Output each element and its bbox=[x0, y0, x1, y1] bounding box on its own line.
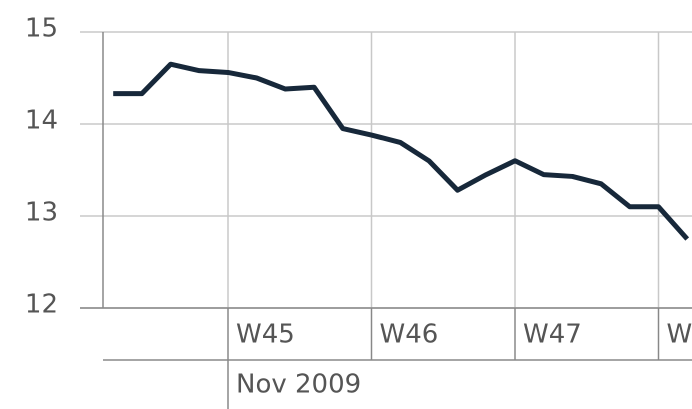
week-label: W46 bbox=[380, 320, 439, 350]
week-label: W48 bbox=[667, 320, 692, 350]
y-tick-label: 13 bbox=[25, 198, 58, 228]
y-tick-label: 15 bbox=[25, 14, 58, 44]
price-line bbox=[113, 61, 690, 241]
y-tick-label: 14 bbox=[25, 106, 58, 136]
week-label: W45 bbox=[236, 320, 295, 350]
month-label: Nov 2009 bbox=[236, 370, 361, 400]
y-tick-label: 12 bbox=[25, 290, 58, 320]
week-label: W47 bbox=[523, 320, 582, 350]
